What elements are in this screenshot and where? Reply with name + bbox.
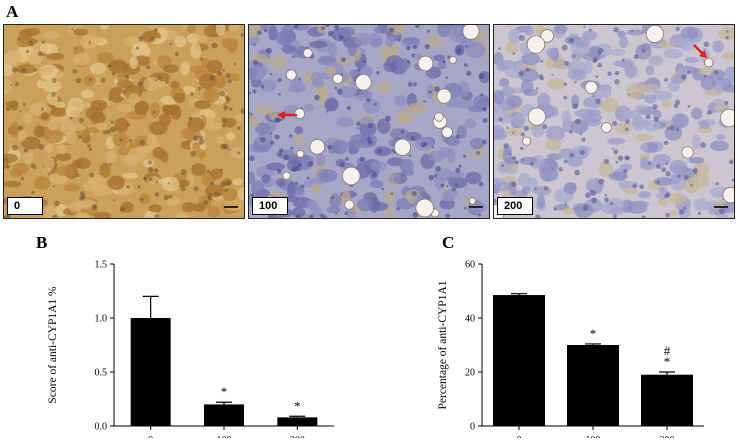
x-tick-label: 0 (148, 435, 153, 438)
error-bar (511, 293, 527, 296)
y-tick-label: 1.0 (95, 314, 108, 325)
y-tick-label: 40 (465, 314, 475, 325)
x-tick-label: 200 (290, 435, 305, 438)
micrograph-texture (494, 25, 734, 218)
panel-letter: B (36, 233, 47, 252)
micrograph-label: 100 (252, 197, 288, 215)
error-bar (659, 371, 675, 375)
x-tick-label: 100 (586, 435, 601, 438)
chart-c-percentage: C 0 20 40 60 Percentage of anti-CYP1A1 0 100 * 20… (437, 233, 704, 438)
y-tick-label: 0.5 (95, 368, 108, 379)
significance-mark: * (221, 384, 228, 399)
significance-mark: * (664, 354, 671, 369)
micrograph-texture (4, 25, 244, 218)
error-bar (142, 295, 159, 318)
y-axis-label: Percentage of anti-CYP1A1 (437, 280, 449, 409)
micrograph-dose-0: 0 (3, 24, 245, 219)
scale-bar (224, 206, 238, 208)
y-tick-label: 60 (465, 260, 475, 271)
significance-mark: # (664, 343, 671, 358)
chart-b-score: B 0.0 0.5 1.0 1.5 Score of anti-CYP1A1 % 0 100 *… (36, 233, 334, 438)
y-tick-label: 1.5 (95, 260, 108, 271)
error-bar (216, 401, 232, 405)
y-axis-label: Score of anti-CYP1A1 % (47, 286, 59, 404)
x-tick-label: 100 (217, 435, 232, 438)
x-tick-label: 0 (517, 435, 522, 438)
micrograph-texture (249, 25, 489, 218)
bar (567, 345, 619, 426)
panel-a-letter: A (6, 2, 19, 21)
panel-letter: C (442, 233, 454, 252)
bar (277, 417, 318, 426)
error-bar (289, 415, 306, 418)
micrograph-dose-100: 100 (248, 24, 490, 219)
y-tick-label: 0 (470, 422, 475, 433)
scale-bar (469, 206, 483, 208)
micrograph-label: 200 (497, 197, 533, 215)
y-tick-label: 0.0 (95, 422, 108, 433)
x-tick-label: 200 (660, 435, 675, 438)
red-arrow-icon (693, 44, 707, 58)
error-bar (585, 343, 601, 345)
bar (204, 404, 244, 426)
y-tick-label: 20 (465, 368, 475, 379)
bar (493, 295, 545, 426)
bar (641, 374, 693, 426)
significance-mark: * (590, 326, 597, 341)
micrograph-label: 0 (7, 197, 43, 215)
significance-mark: * (294, 398, 301, 413)
red-arrow-icon (277, 111, 297, 119)
scale-bar (714, 206, 728, 208)
micrograph-dose-200: 200 (493, 24, 735, 219)
bar (130, 318, 171, 426)
